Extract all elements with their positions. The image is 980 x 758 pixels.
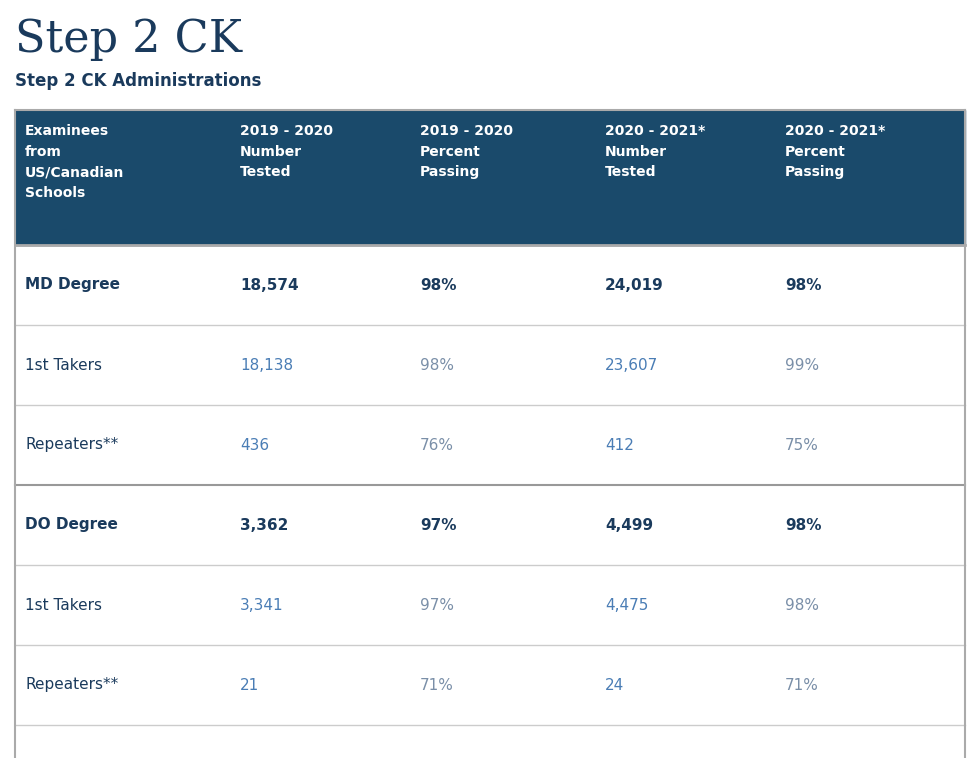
Bar	[15, 405, 965, 485]
Text: 3,362: 3,362	[240, 518, 288, 533]
Text: DO Degree: DO Degree	[25, 518, 118, 533]
Text: 71%: 71%	[785, 678, 819, 693]
Text: 24: 24	[605, 678, 624, 693]
Text: 2020 - 2021*
Number
Tested: 2020 - 2021* Number Tested	[605, 124, 706, 179]
Text: 98%: 98%	[785, 518, 821, 533]
Bar	[15, 485, 965, 565]
Text: 76%: 76%	[420, 437, 454, 453]
Bar	[15, 325, 965, 405]
Text: 2019 - 2020
Number
Tested: 2019 - 2020 Number Tested	[240, 124, 333, 179]
Text: 1st Takers: 1st Takers	[25, 597, 102, 612]
Bar	[15, 645, 965, 725]
Text: 71%: 71%	[420, 678, 454, 693]
Text: 98%: 98%	[420, 358, 454, 372]
Text: 436: 436	[240, 437, 270, 453]
Bar	[15, 110, 965, 245]
Bar	[15, 565, 965, 645]
Text: Repeaters**: Repeaters**	[25, 437, 119, 453]
Text: 98%: 98%	[420, 277, 457, 293]
Text: 98%: 98%	[785, 597, 819, 612]
Text: MD Degree: MD Degree	[25, 277, 120, 293]
Text: 75%: 75%	[785, 437, 819, 453]
Text: 2020 - 2021*
Percent
Passing: 2020 - 2021* Percent Passing	[785, 124, 885, 179]
Text: 97%: 97%	[420, 518, 457, 533]
Text: 1st Takers: 1st Takers	[25, 358, 102, 372]
Text: 99%: 99%	[785, 358, 819, 372]
Text: Step 2 CK Administrations: Step 2 CK Administrations	[15, 72, 262, 90]
Bar	[15, 725, 965, 758]
Text: 98%: 98%	[785, 277, 821, 293]
Text: 3,341: 3,341	[240, 597, 283, 612]
Text: 24,019: 24,019	[605, 277, 663, 293]
Text: 18,138: 18,138	[240, 358, 293, 372]
Text: 18,574: 18,574	[240, 277, 299, 293]
Text: 412: 412	[605, 437, 634, 453]
Text: 97%: 97%	[420, 597, 454, 612]
Text: Step 2 CK: Step 2 CK	[15, 18, 242, 61]
Text: 2019 - 2020
Percent
Passing: 2019 - 2020 Percent Passing	[420, 124, 513, 179]
Bar	[15, 245, 965, 325]
Text: Examinees
from
US/Canadian
Schools: Examinees from US/Canadian Schools	[25, 124, 124, 200]
Text: 4,475: 4,475	[605, 597, 649, 612]
Text: 4,499: 4,499	[605, 518, 653, 533]
Text: 21: 21	[240, 678, 260, 693]
Text: Repeaters**: Repeaters**	[25, 678, 119, 693]
Text: 23,607: 23,607	[605, 358, 659, 372]
